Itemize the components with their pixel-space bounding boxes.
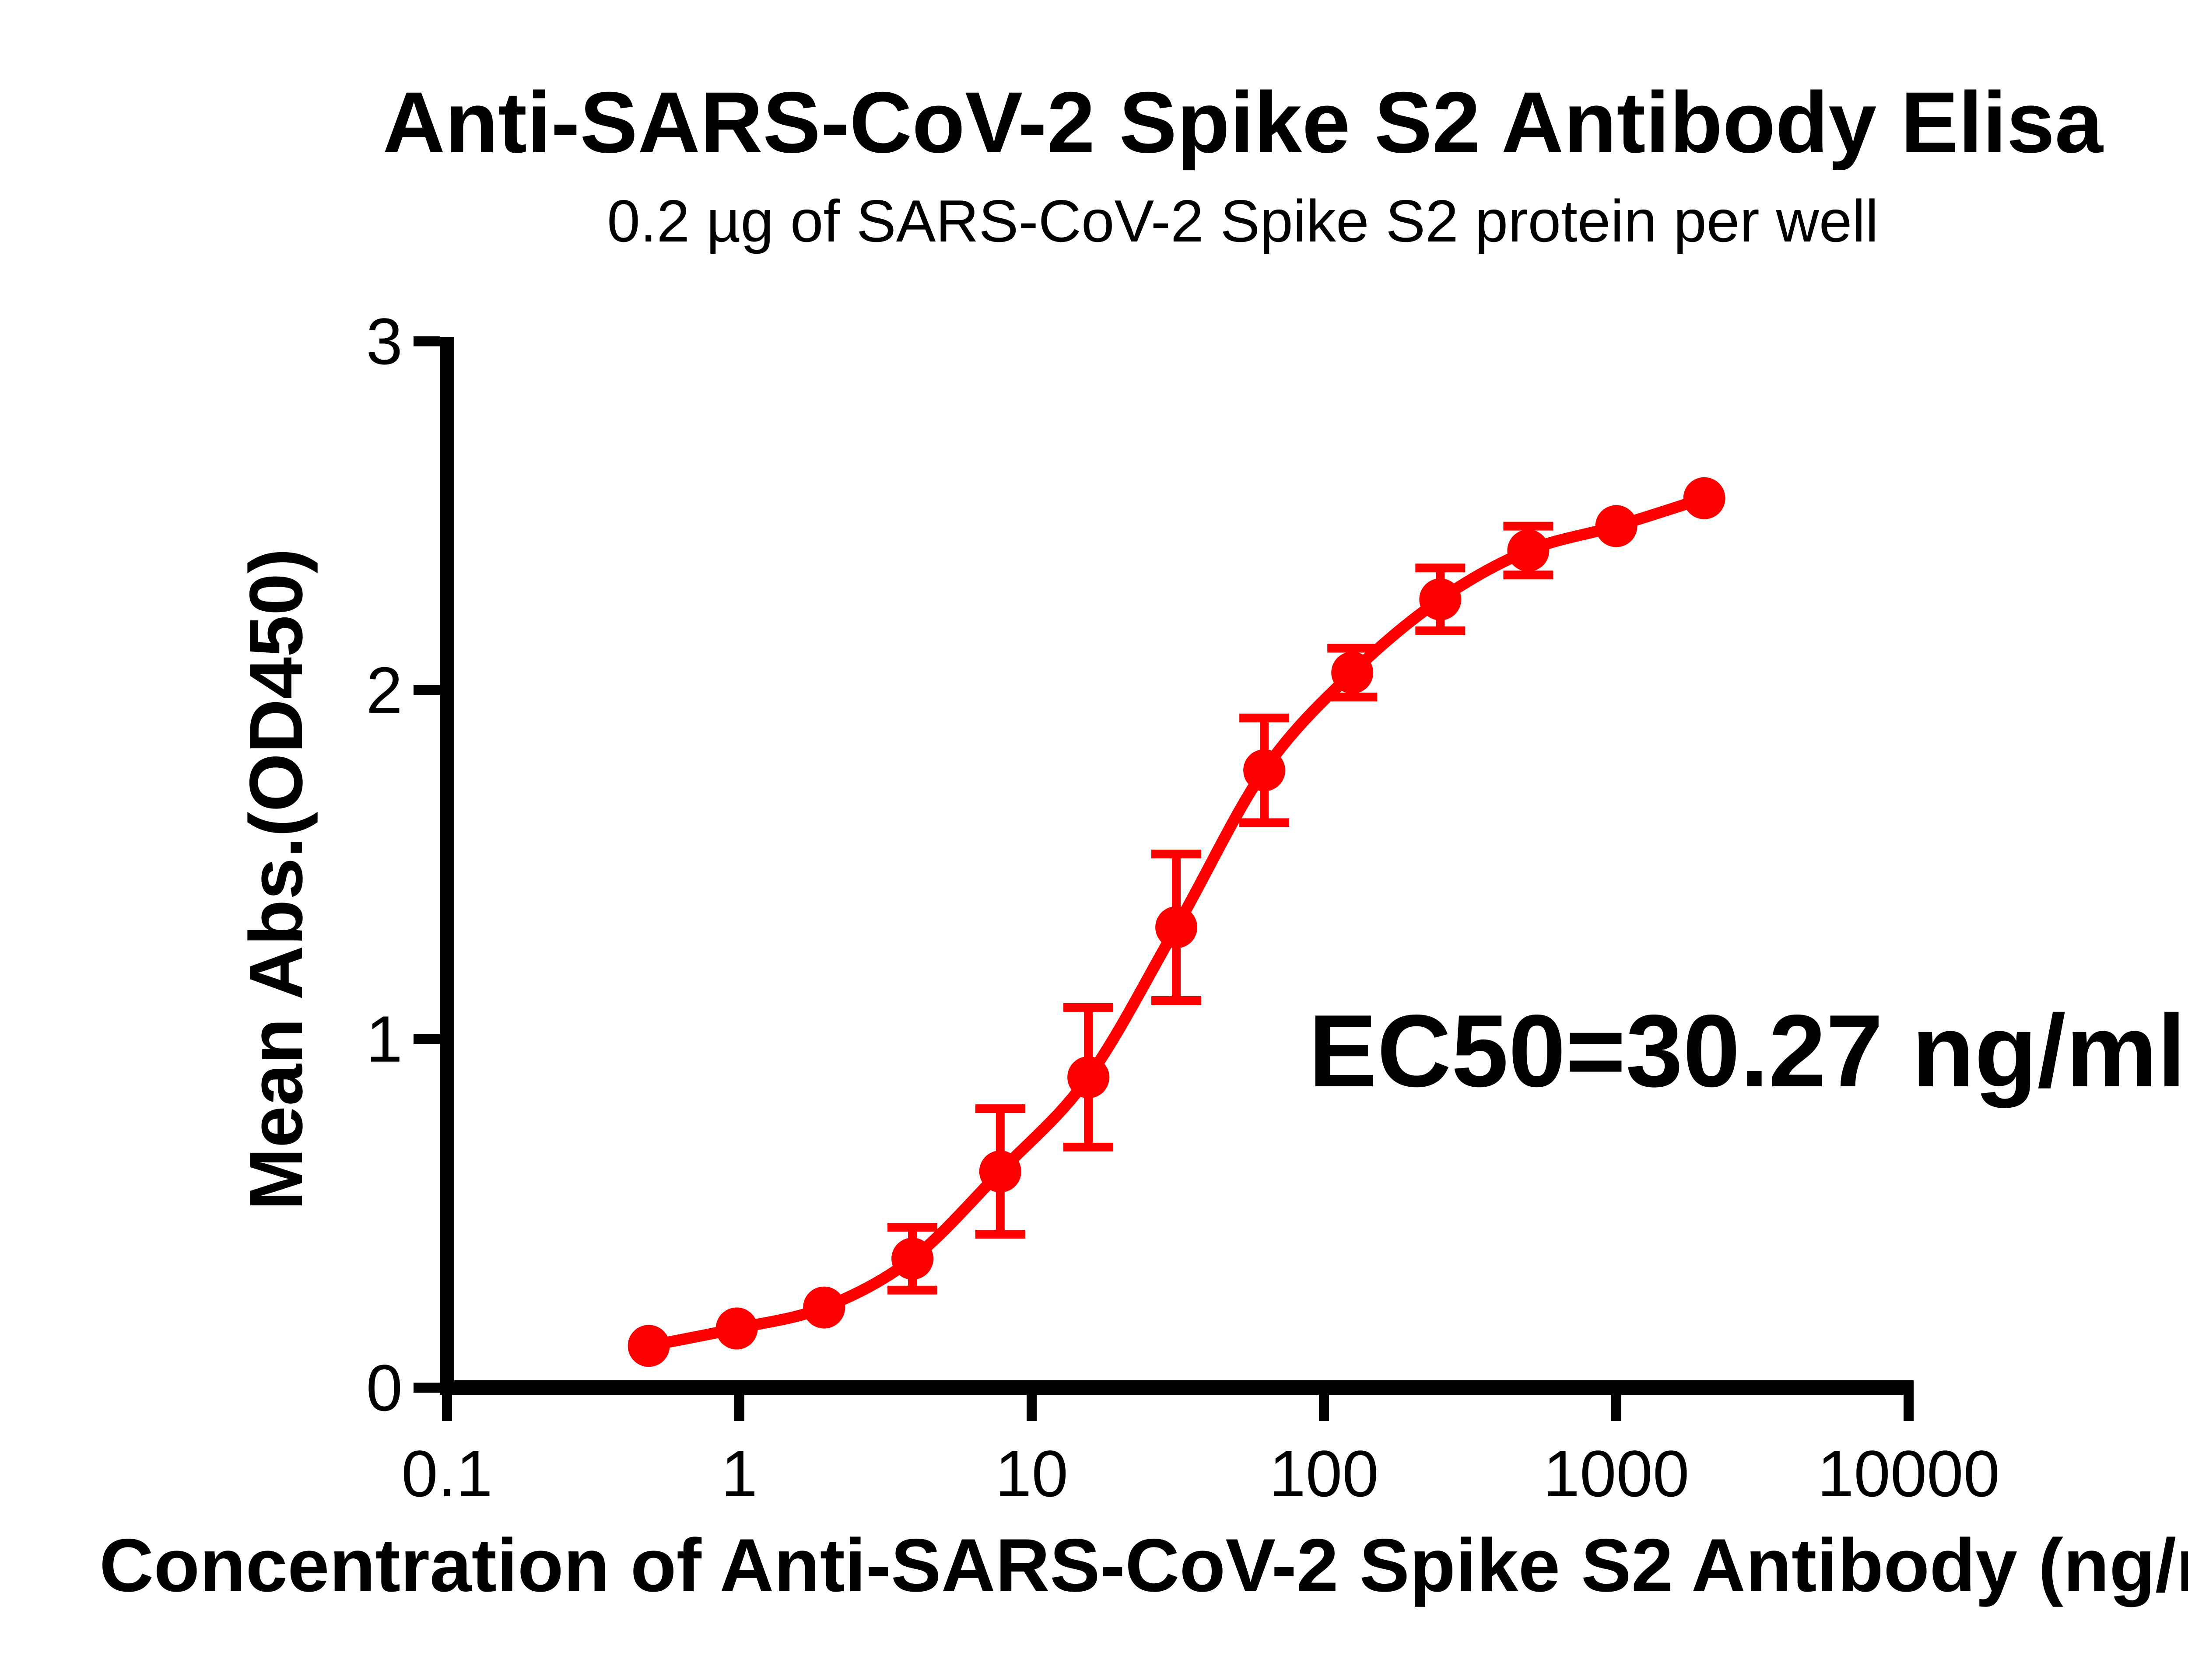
data-point [1331,651,1374,694]
data-point [1507,529,1550,572]
data-point [979,1150,1021,1193]
x-tick-mark [734,1395,744,1421]
x-tick-mark [1904,1395,1914,1421]
x-tick-label: 1 [721,1437,757,1510]
y-tick-label: 1 [366,1002,403,1076]
x-tick-mark [1611,1395,1621,1421]
y-tick-mark [414,1034,440,1044]
ec50-annotation: EC50=30.27 ng/ml [1308,993,2186,1108]
x-axis-spine [440,1380,1914,1395]
y-axis-label: Mean Abs.(OD450) [234,548,318,1210]
y-tick-label: 0 [366,1351,403,1424]
chart-subtitle: 0.2 µg of SARS-CoV-2 Spike S2 protein pe… [607,188,1879,254]
x-tick-label: 10000 [1817,1437,2000,1510]
data-point [628,1325,670,1367]
x-tick-mark [1319,1395,1329,1421]
x-tick-label: 100 [1269,1437,1378,1510]
data-point [803,1286,845,1329]
data-point [891,1238,934,1280]
data-points [628,477,1725,1367]
data-point [1067,1056,1110,1099]
y-tick-mark [414,1382,440,1393]
data-point [1595,505,1637,547]
y-tick-label: 3 [366,304,403,378]
data-point [715,1307,758,1350]
x-tick-label: 0.1 [401,1437,493,1510]
data-point [1155,906,1198,948]
chart-title: Anti-SARS-CoV-2 Spike S2 Antibody Elisa [382,74,2104,171]
y-axis-ticks: 0 1 2 3 [366,304,440,1424]
x-tick-mark [442,1395,452,1421]
x-axis-ticks: 0.1 1 10 100 1000 10000 [401,1395,2000,1510]
x-tick-mark [1027,1395,1037,1421]
data-point [1243,749,1286,791]
y-tick-mark [414,336,440,346]
x-axis-label: Concentration of Anti-SARS-CoV-2 Spike S… [99,1523,2188,1607]
data-point [1419,578,1462,620]
y-tick-label: 2 [366,653,403,727]
y-axis-spine [440,337,454,1395]
x-tick-label: 1000 [1543,1437,1690,1510]
y-tick-mark [414,685,440,695]
data-point [1683,477,1725,519]
x-tick-label: 10 [995,1437,1068,1510]
